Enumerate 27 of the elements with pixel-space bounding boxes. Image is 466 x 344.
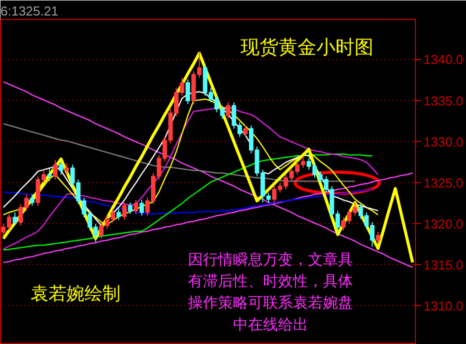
candlestick (122, 202, 127, 220)
y-tick-label: 1340.0 (424, 52, 464, 68)
y-tick-label: 1310.0 (424, 298, 464, 314)
text: 现货黄金小时图 (240, 36, 374, 58)
y-tick-label: 1330.0 (424, 134, 464, 150)
candlestick (12, 212, 18, 226)
candlestick (58, 160, 64, 176)
y-tick-label: 1315.0 (424, 257, 464, 272)
line-series (2, 81, 414, 268)
candlestick (186, 78, 190, 105)
candlestick (47, 168, 52, 182)
candlestick (376, 232, 380, 244)
annotation: 因行情瞬息万变，文章具有滞后性、时效性，具体操作策略可联系袁若婉盘中在线给出 (188, 250, 353, 334)
candlestick (134, 200, 138, 215)
candlestick (226, 102, 230, 120)
candlestick (128, 202, 132, 215)
candlestick (64, 162, 70, 176)
candlestick (116, 208, 121, 220)
candlestick (53, 159, 58, 180)
candlestick (243, 124, 248, 138)
candlestick (30, 194, 34, 206)
y-tick-label: 1325.0 (424, 175, 464, 190)
text: 6:1325.21 (0, 4, 58, 18)
annotation: 袁若婉绘制 (30, 284, 120, 304)
y-tick-label: 1320.0 (424, 216, 464, 232)
y-tick-label: 1335.0 (424, 93, 464, 108)
candlestick (139, 200, 144, 216)
